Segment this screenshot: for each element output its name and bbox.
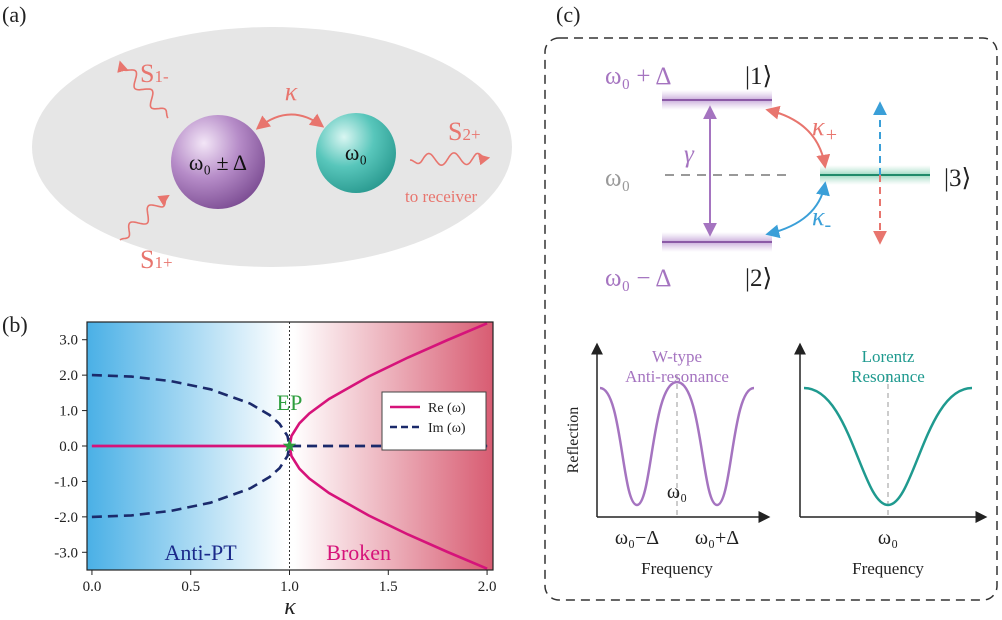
x-tick-label: 1.5 — [379, 579, 398, 595]
y-tick-label: 2.0 — [59, 368, 78, 384]
y-tick-label: 0.0 — [59, 439, 78, 455]
center-energy: ω₀ — [605, 165, 630, 192]
ep-marker — [282, 439, 297, 452]
panel-frame — [544, 37, 998, 601]
panel-label: (a) — [2, 2, 26, 27]
resonator-1-label: ω₀ ± Δ — [189, 150, 247, 175]
resonator-1 — [171, 115, 265, 209]
y-axis-label: Reflection — [565, 407, 582, 474]
wave-arrow — [119, 194, 170, 241]
tick-label: ω₀−Δ — [615, 527, 659, 549]
y-tick-label: -2.0 — [54, 510, 78, 526]
plot-title: Lorentz — [862, 347, 915, 366]
panel-b: 3.0 2.0 1.0 0.0 -1.0 -2.0 -3.0 0.0 0.5 1.0 1.5 2.0 κ… — [54, 321, 497, 620]
kappa-minus-arrow — [765, 181, 830, 239]
plot-title: W-type — [652, 347, 702, 366]
tick-label: ω₀ — [878, 527, 898, 549]
level-energy: ω₀ − Δ — [605, 265, 671, 292]
x-axis-label: Frequency — [641, 559, 713, 578]
level-state: |2⟩ — [745, 265, 772, 292]
wave-arrow — [409, 152, 491, 167]
y-tick-label: -3.0 — [54, 545, 78, 561]
region-label: Broken — [326, 540, 391, 565]
kappa-plus-arrow — [765, 105, 831, 169]
kappa-main: κ — [812, 112, 825, 141]
source-main: S — [140, 245, 154, 274]
plot-title: Anti-resonance — [625, 367, 729, 386]
x-tick-label: 2.0 — [478, 579, 497, 595]
coupling-label: κ — [285, 77, 298, 106]
output-sub: 2+ — [462, 125, 480, 144]
legend-label: Re (ω) — [428, 401, 466, 416]
tick-label: ω₀+Δ — [695, 527, 739, 549]
level-state: |3⟩ — [944, 165, 971, 192]
source-sub: 1+ — [154, 253, 172, 272]
plot-frame — [86, 321, 494, 571]
level-energy: ω₀ + Δ — [605, 63, 671, 90]
center-label: ω₀ — [667, 481, 687, 503]
background-ellipse — [32, 27, 512, 267]
legend-label: Im (ω) — [428, 421, 466, 436]
resonator-2 — [316, 113, 396, 193]
kappa-main: κ — [812, 202, 825, 231]
level-state: |1⟩ — [745, 63, 772, 90]
ep-label: EP — [277, 390, 303, 415]
x-axis-label: Frequency — [852, 559, 924, 578]
kappa-sub: - — [824, 214, 831, 236]
kappa-minus-label: κ- — [812, 202, 831, 236]
kappa-sub: + — [824, 124, 838, 146]
x-tick-label: 1.0 — [280, 579, 299, 595]
x-tick-label: 0.0 — [83, 579, 102, 595]
gamma-label: γ — [684, 141, 695, 168]
output-main: S — [448, 117, 462, 146]
w-type-curve — [599, 380, 755, 507]
y-tick-label: 3.0 — [59, 333, 78, 349]
plot-title: Resonance — [851, 367, 925, 386]
y-tick-label: 1.0 — [59, 404, 78, 420]
lorentz-curve — [803, 386, 973, 507]
coupling-arrow — [255, 113, 325, 130]
y-tick-label: -1.0 — [54, 474, 78, 490]
kappa-plus-label: κ+ — [812, 112, 838, 146]
receiver-note: to receiver — [405, 187, 478, 206]
legend-box — [381, 391, 487, 451]
region-label: Anti-PT — [165, 540, 238, 565]
x-axis-label: κ — [284, 594, 296, 620]
source-sub: 1- — [154, 67, 169, 86]
panel-label: (c) — [556, 2, 580, 27]
source-label: S1- — [140, 59, 169, 88]
resonator-2-label: ω₀ — [345, 140, 367, 165]
source-label: S1+ — [140, 245, 173, 274]
source-main: S — [140, 59, 154, 88]
x-tick-label: 0.5 — [181, 579, 200, 595]
output-label: S2+ — [448, 117, 481, 146]
wave-arrow — [117, 60, 169, 119]
panel-label: (b) — [2, 312, 28, 337]
panel-a: κ ω₀ ± Δ ω₀ S1- S1+ S2+ to receiver — [32, 27, 512, 274]
panel-c: ω₀ + Δ |1⟩ ω₀ − Δ |2⟩ ω₀ |3⟩ γ κ+ κ- W-t… — [544, 37, 998, 601]
